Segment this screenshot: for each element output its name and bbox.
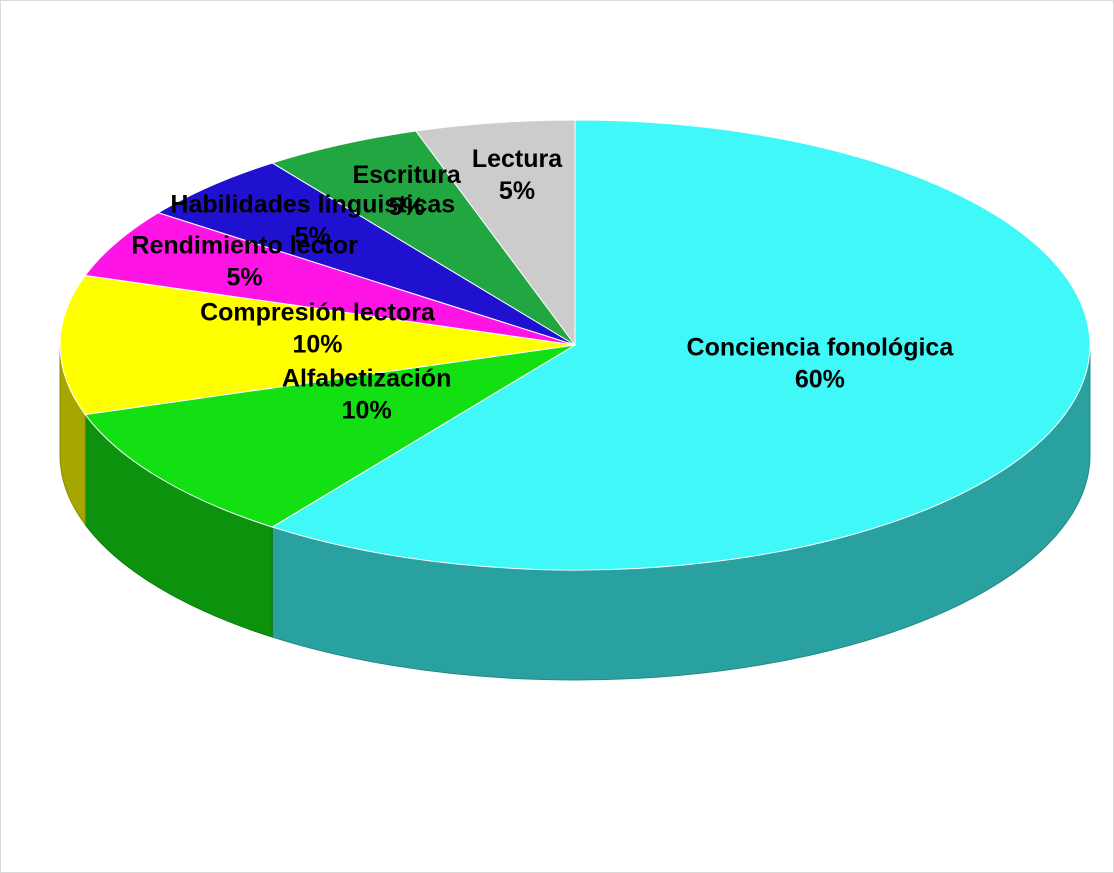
pie-slice — [271, 130, 576, 346]
slice-value-label: 60% — [795, 365, 845, 393]
slice-value-label: 5% — [295, 223, 331, 251]
slice-value-label: 5% — [499, 177, 535, 205]
slice-label: Alfabetización — [282, 365, 451, 393]
slice-value-label: 10% — [342, 397, 392, 425]
slice-label: Conciencia fonológica — [687, 333, 955, 361]
slice-label: Habilidades linguisticas — [170, 191, 455, 219]
slice-label: Rendimiento lector — [131, 232, 358, 260]
pie-slice — [414, 119, 576, 347]
pie-slice — [84, 212, 576, 346]
slice-value-label: 5% — [227, 264, 263, 292]
slice-label: Compresión lectora — [200, 299, 436, 327]
slice-label: Lectura — [472, 145, 563, 173]
slice-label: Escritura — [352, 161, 461, 189]
slice-value-label: 10% — [292, 331, 342, 359]
slice-value-label: 5% — [389, 193, 425, 221]
pie-slice — [271, 119, 1091, 571]
pie-slice — [157, 162, 576, 346]
pie-slice — [59, 274, 576, 416]
pie-slice — [84, 344, 576, 528]
